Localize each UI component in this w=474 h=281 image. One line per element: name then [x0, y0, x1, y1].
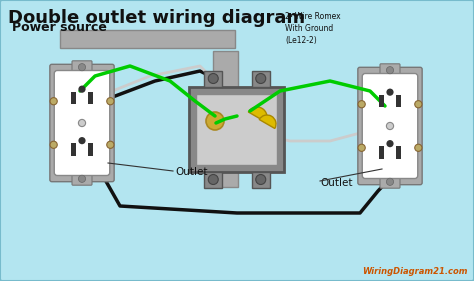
Text: Power source: Power source — [12, 21, 107, 34]
Circle shape — [107, 98, 114, 105]
Text: Double outlet wiring diagram: Double outlet wiring diagram — [8, 9, 305, 27]
Text: 2- Wire Romex
With Ground
(Le12-2): 2- Wire Romex With Ground (Le12-2) — [285, 12, 341, 45]
Circle shape — [256, 74, 266, 83]
Bar — [396, 146, 401, 159]
Circle shape — [78, 64, 86, 71]
FancyBboxPatch shape — [358, 67, 422, 185]
Bar — [379, 146, 383, 159]
Bar — [204, 171, 222, 187]
Text: Outlet: Outlet — [175, 167, 208, 177]
Circle shape — [107, 141, 114, 148]
Circle shape — [78, 85, 86, 93]
Circle shape — [358, 101, 365, 108]
Circle shape — [78, 137, 86, 144]
Circle shape — [256, 175, 266, 185]
Circle shape — [206, 112, 224, 130]
Wedge shape — [248, 107, 267, 122]
Text: Outlet: Outlet — [320, 178, 353, 188]
FancyBboxPatch shape — [362, 74, 418, 178]
FancyBboxPatch shape — [380, 64, 400, 77]
FancyBboxPatch shape — [72, 173, 92, 185]
Bar — [71, 92, 76, 105]
Circle shape — [386, 140, 393, 147]
Bar — [190, 87, 284, 171]
Text: WiringDiagram21.com: WiringDiagram21.com — [363, 267, 468, 276]
Bar — [60, 30, 235, 48]
Circle shape — [50, 141, 57, 148]
Circle shape — [78, 175, 86, 182]
Circle shape — [386, 178, 393, 185]
Bar — [204, 71, 222, 87]
FancyBboxPatch shape — [380, 175, 400, 188]
Bar — [213, 51, 238, 187]
Circle shape — [50, 98, 57, 105]
Bar — [71, 143, 76, 156]
Circle shape — [415, 101, 422, 108]
Circle shape — [208, 175, 218, 185]
Bar — [197, 94, 277, 164]
Circle shape — [415, 144, 422, 151]
Bar — [396, 95, 401, 107]
Circle shape — [386, 123, 393, 130]
Bar — [379, 95, 383, 107]
FancyBboxPatch shape — [54, 71, 110, 176]
Bar — [88, 92, 93, 105]
Bar — [252, 171, 270, 187]
Circle shape — [358, 144, 365, 151]
Circle shape — [386, 67, 393, 74]
Circle shape — [208, 74, 218, 83]
FancyBboxPatch shape — [72, 61, 92, 74]
Wedge shape — [259, 115, 276, 128]
Bar — [88, 143, 93, 156]
Bar — [252, 71, 270, 87]
FancyBboxPatch shape — [50, 64, 114, 182]
Circle shape — [78, 119, 86, 127]
Circle shape — [386, 89, 393, 96]
